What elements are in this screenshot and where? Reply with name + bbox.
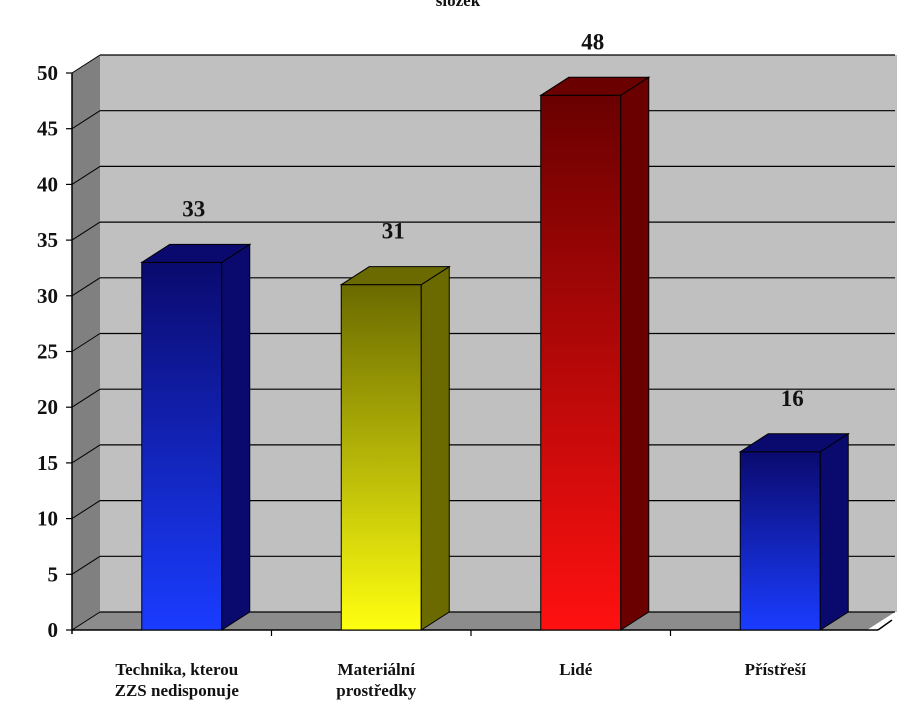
bar-side <box>819 432 849 631</box>
y-tick-label: 10 <box>37 507 58 531</box>
y-tick-label: 20 <box>37 395 58 419</box>
floor <box>72 612 895 630</box>
y-tick-label: 25 <box>37 340 58 364</box>
y-tick-label: 15 <box>37 451 58 475</box>
bar <box>539 76 651 631</box>
gridline-side <box>71 444 101 464</box>
bar-top <box>738 433 850 453</box>
data-label: 33 <box>182 196 205 221</box>
x-tick-label: Technika, kterou ZZS nedisponuje <box>114 660 239 700</box>
y-tick-label: 50 <box>37 61 58 85</box>
y-tick-label: 0 <box>48 618 59 642</box>
gridline-side <box>71 500 101 520</box>
y-tick-label: 45 <box>37 117 58 141</box>
bar <box>339 265 451 631</box>
bar <box>738 432 850 631</box>
bar-top <box>140 243 252 263</box>
gridline-side <box>71 333 101 352</box>
bar-side <box>221 243 251 631</box>
gridline-side <box>71 110 101 130</box>
gridline-side <box>71 388 101 408</box>
gridline-side <box>71 54 101 74</box>
x-tick-label: Materiální prostředky <box>336 660 417 700</box>
bar-side <box>420 265 450 631</box>
y-tick-label: 5 <box>48 562 59 586</box>
y-tick-label: 35 <box>37 228 58 252</box>
y-tick-label: 40 <box>37 172 58 196</box>
x-tick-label: Přístřeší <box>744 660 806 679</box>
data-label: 31 <box>382 219 405 244</box>
gridline-side <box>71 555 101 575</box>
bar-front <box>540 94 622 631</box>
x-axis-end <box>877 619 893 631</box>
bar-top <box>539 76 651 96</box>
bar <box>140 243 252 631</box>
chart-title: složek <box>435 0 481 10</box>
gridline-side <box>71 165 101 185</box>
x-tick-label: Lidé <box>559 660 593 679</box>
data-label: 48 <box>581 29 604 54</box>
bar-side <box>620 76 650 631</box>
bar-top <box>339 266 451 286</box>
gridline-side <box>71 277 101 297</box>
y-tick-label: 30 <box>37 284 58 308</box>
bar-front <box>141 261 223 631</box>
gridline-side <box>71 221 101 241</box>
bar-front <box>340 284 422 631</box>
gridline-side <box>71 611 101 631</box>
data-label: 16 <box>781 386 804 411</box>
bar-front <box>739 451 821 631</box>
